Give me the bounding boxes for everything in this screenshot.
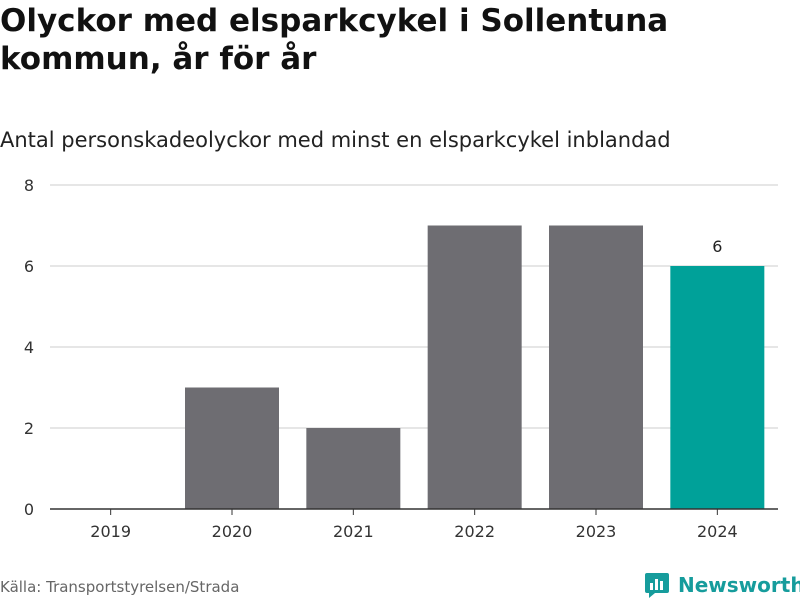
x-tick-label: 2023 (576, 522, 617, 541)
source-note: Källa: Transportstyrelsen/Strada (0, 578, 240, 596)
brand-name: Newsworthy (678, 573, 800, 597)
x-tick-label: 2019 (90, 522, 131, 541)
x-tick-label: 2024 (697, 522, 738, 541)
brand-logo[interactable]: Newsworthy (644, 570, 800, 600)
x-tick-label: 2020 (212, 522, 253, 541)
x-tick-label: 2021 (333, 522, 374, 541)
chart-subtitle: Antal personskadeolyckor med minst en el… (0, 128, 671, 152)
bar-2023 (549, 225, 643, 509)
x-tick-label: 2022 (454, 522, 495, 541)
bars (185, 225, 765, 509)
bar-2022 (427, 225, 522, 509)
bar-2024 (670, 266, 765, 509)
data-labels: 6 (712, 237, 722, 256)
bar-2020 (185, 387, 279, 509)
y-tick-label: 2 (24, 419, 34, 438)
y-tick-label: 4 (24, 338, 34, 357)
y-tick-label: 6 (24, 257, 34, 276)
y-tick-label: 8 (24, 176, 34, 195)
bar-chart: 0 2 4 6 8 2019 2020 2021 2022 2023 2024 6 (24, 176, 778, 541)
x-axis-ticks: 2019 2020 2021 2022 2023 2024 (90, 509, 738, 541)
y-axis-ticks: 0 2 4 6 8 (24, 176, 34, 519)
data-label: 6 (712, 237, 722, 256)
chart-title: Olyckor med elsparkcykel i Sollentuna ko… (0, 3, 669, 77)
bar-2021 (306, 428, 401, 509)
gridlines (50, 184, 778, 429)
y-tick-label: 0 (24, 500, 34, 519)
newsworthy-logo-icon (645, 573, 669, 598)
